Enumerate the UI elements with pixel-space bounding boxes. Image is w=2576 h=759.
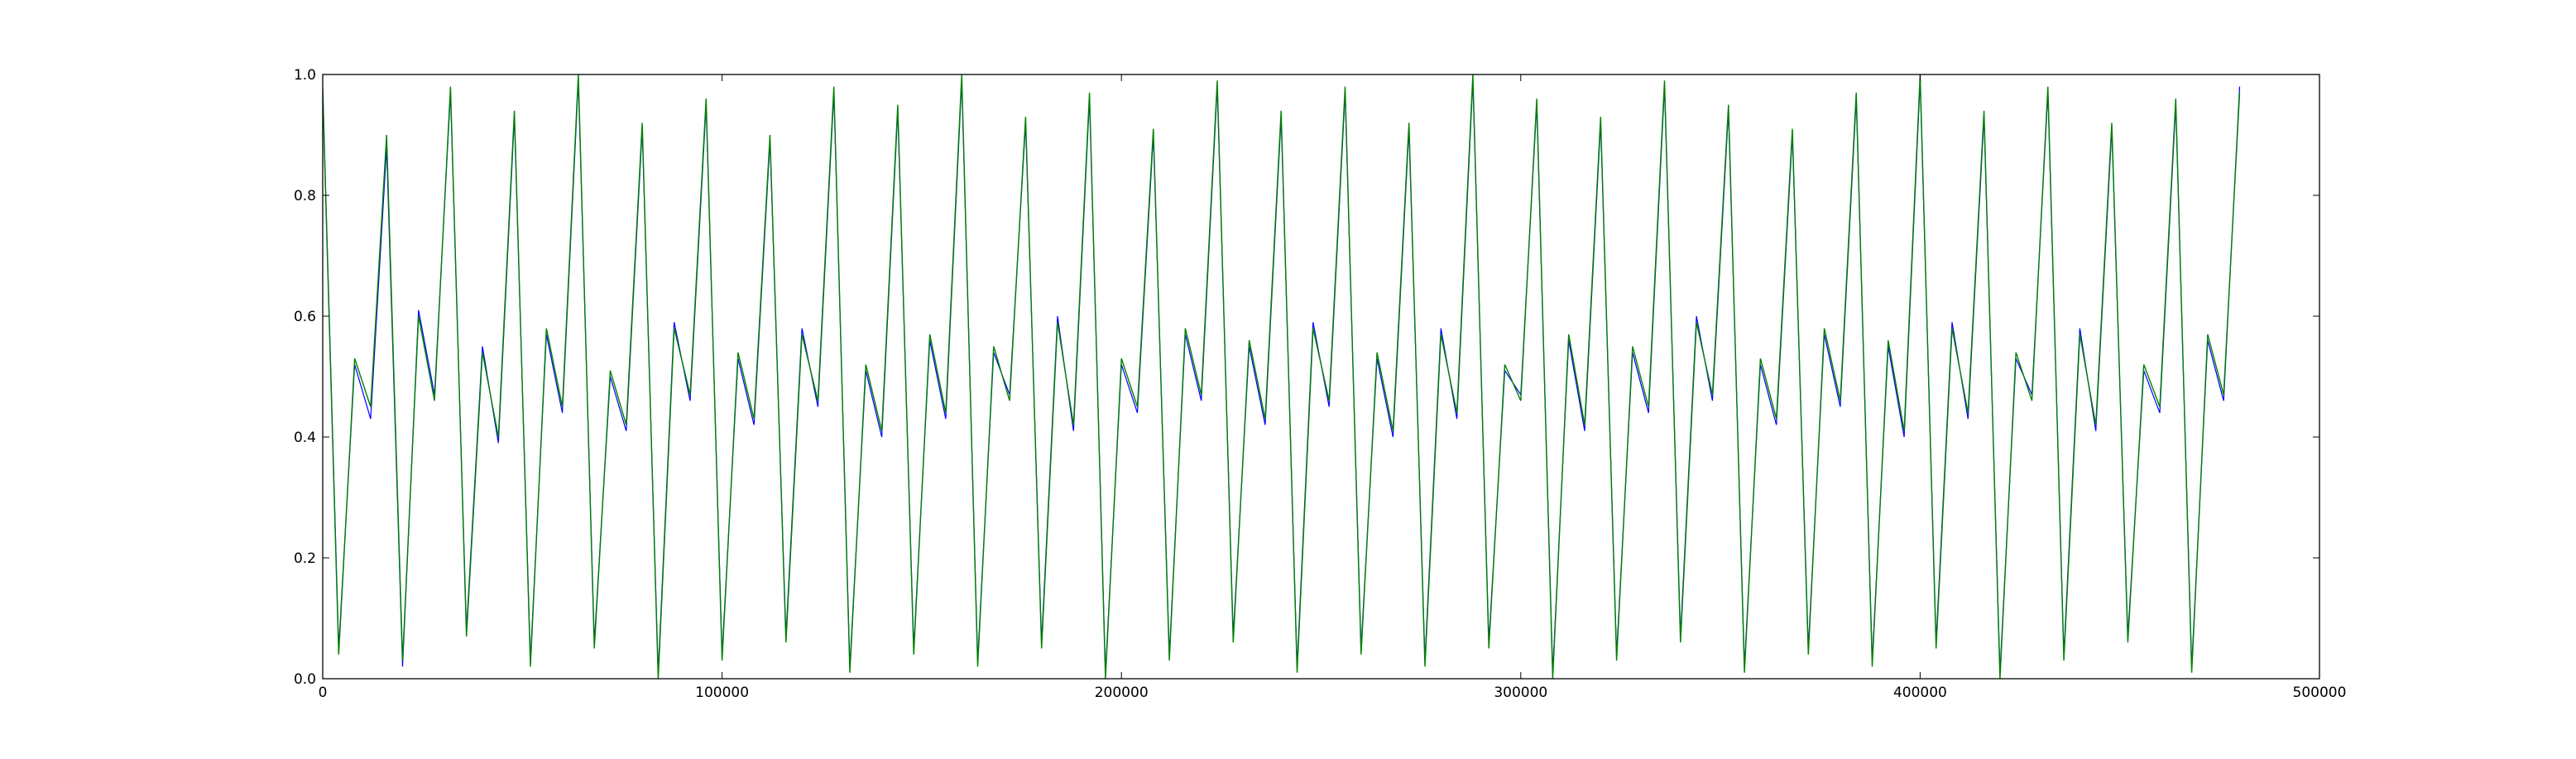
y-tick-label: 0.0 [294, 671, 316, 688]
x-tick-label: 300000 [1494, 685, 1547, 701]
y-tick-label: 1.0 [294, 67, 316, 84]
series-line-2 [323, 74, 2241, 679]
y-tick-label: 0.2 [294, 550, 316, 567]
x-tick-label: 400000 [1893, 685, 1947, 701]
x-tick-label: 100000 [695, 685, 749, 701]
x-tick-label: 200000 [1095, 685, 1149, 701]
y-tick-label: 0.6 [294, 309, 316, 325]
x-tick-label: 500000 [2293, 685, 2347, 701]
x-tick-label: 0 [319, 685, 328, 701]
y-tick-label: 0.8 [294, 188, 316, 204]
plot-frame [322, 74, 2320, 680]
y-tick-label: 0.4 [294, 430, 316, 446]
axes: 0 100000 200000 300000 400000 500000 0.0 0.2 0.4… [294, 67, 2347, 701]
